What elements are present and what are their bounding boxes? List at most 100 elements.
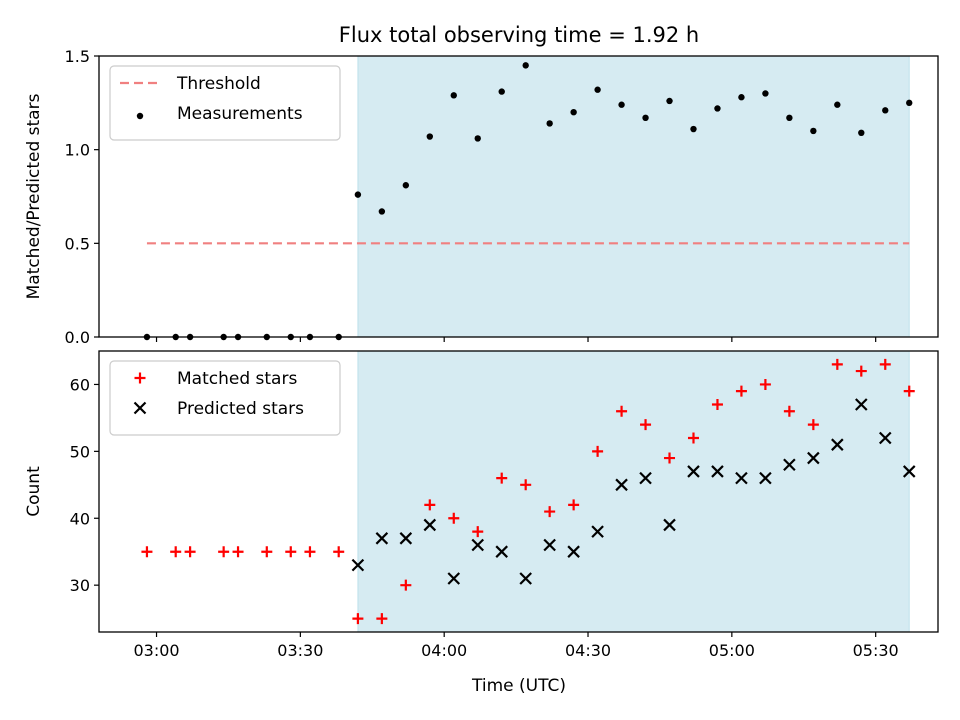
data-point — [424, 499, 436, 511]
data-point — [232, 546, 244, 558]
legend: Matched stars Predicted stars — [109, 360, 341, 436]
data-point — [352, 613, 364, 625]
data-point — [615, 478, 628, 492]
series-predicted-stars — [351, 398, 916, 585]
data-point — [261, 546, 273, 558]
axes-frame — [98, 55, 939, 338]
chart-title: Flux total observing time = 1.92 h — [339, 23, 699, 47]
data-point — [855, 398, 868, 411]
data-point — [639, 471, 652, 485]
legend-marker — [133, 401, 147, 415]
data-point — [376, 613, 388, 625]
data-point — [642, 114, 649, 122]
data-point — [423, 518, 437, 532]
data-point — [354, 191, 362, 198]
y-axis-label: Matched/Predicted stars — [24, 93, 44, 299]
data-point — [882, 107, 889, 114]
data-point — [498, 88, 505, 95]
y-tick-label: 1.5 — [65, 47, 90, 66]
data-point — [640, 419, 652, 431]
y-tick-label: 60 — [70, 375, 90, 394]
series-matched-stars — [141, 358, 915, 625]
x-tick-label: 03:00 — [133, 641, 179, 660]
x-axis-label: Time (UTC) — [471, 676, 566, 696]
data-point — [831, 358, 843, 370]
data-point — [783, 405, 795, 417]
data-point — [570, 109, 577, 116]
legend-label: Predicted stars — [177, 399, 304, 419]
data-point — [879, 358, 891, 370]
data-point — [903, 385, 915, 397]
legend-label: Matched stars — [177, 369, 297, 389]
data-point — [735, 471, 748, 485]
data-point — [759, 471, 772, 485]
x-tick-label: 05:30 — [853, 641, 899, 660]
data-point — [711, 465, 724, 478]
data-point — [472, 526, 484, 538]
data-point — [522, 62, 529, 69]
y-tick-label: 40 — [70, 509, 90, 528]
data-point — [447, 572, 461, 585]
data-point — [759, 378, 771, 390]
data-point — [687, 432, 699, 444]
data-point — [690, 125, 697, 133]
y-tick-label: 0.5 — [65, 234, 90, 253]
data-point — [218, 546, 230, 558]
observing-span — [357, 350, 910, 633]
data-point — [520, 479, 532, 491]
data-point — [285, 546, 297, 558]
data-point — [448, 512, 460, 524]
x-tick-label: 04:00 — [421, 641, 467, 660]
data-point — [906, 99, 913, 107]
x-tick-label: 04:30 — [565, 641, 611, 660]
data-point — [402, 182, 410, 189]
data-point — [807, 451, 820, 465]
data-point — [399, 532, 413, 545]
data-point — [616, 405, 628, 417]
y-tick-label: 30 — [70, 576, 90, 595]
data-point — [711, 399, 723, 411]
data-point — [762, 90, 769, 97]
data-point — [738, 94, 745, 101]
legend-label: Threshold — [176, 74, 261, 94]
data-point — [783, 458, 796, 472]
data-point — [375, 532, 389, 545]
data-point — [786, 114, 793, 122]
data-point — [807, 419, 819, 431]
data-point — [543, 538, 556, 552]
legend-box — [109, 360, 341, 436]
y-tick-label: 0.0 — [65, 328, 90, 347]
data-point — [568, 499, 580, 511]
count-panel: 30 40 50 60 03:00 03:30 04:00 04:30 05:00 05:30 Co… — [24, 350, 939, 660]
data-point — [855, 365, 867, 377]
axes-frame — [98, 350, 939, 633]
data-point — [544, 506, 556, 518]
legend-box — [109, 65, 341, 141]
data-point — [592, 445, 604, 457]
data-point — [450, 92, 457, 99]
observing-span — [357, 55, 910, 338]
data-point — [333, 546, 345, 558]
data-point — [474, 135, 481, 142]
data-point — [426, 133, 434, 140]
data-point — [184, 546, 196, 558]
x-tick-label: 05:00 — [709, 641, 755, 660]
data-point — [304, 546, 316, 558]
data-point — [858, 129, 865, 137]
legend: Threshold Measurements — [109, 65, 341, 141]
data-point — [471, 538, 485, 552]
data-point — [735, 385, 747, 397]
data-point — [663, 518, 676, 532]
y-axis-label: Count — [24, 466, 44, 517]
y-tick-label: 50 — [70, 442, 90, 461]
data-point — [714, 105, 721, 112]
data-point — [902, 465, 916, 478]
data-point — [378, 208, 386, 215]
data-point — [496, 472, 508, 484]
data-point — [618, 101, 625, 108]
data-point — [687, 465, 700, 478]
ratio-panel: 0.0 0.5 1.0 1.5 Matched/Predicted stars Thres… — [24, 47, 939, 347]
legend-marker — [134, 372, 146, 384]
data-point — [664, 452, 676, 464]
